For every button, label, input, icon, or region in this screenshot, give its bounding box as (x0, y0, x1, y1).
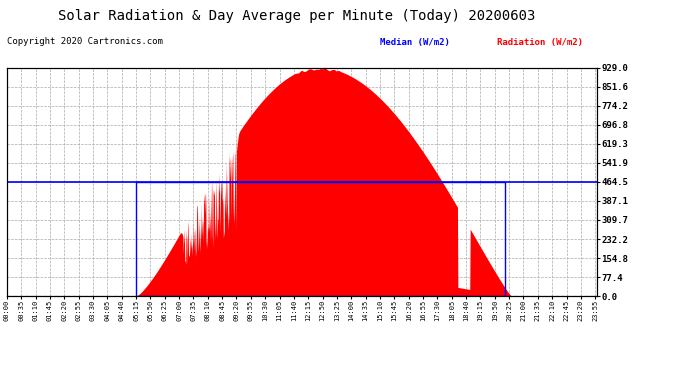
Text: Copyright 2020 Cartronics.com: Copyright 2020 Cartronics.com (7, 38, 163, 46)
Text: Radiation (W/m2): Radiation (W/m2) (497, 38, 583, 46)
Bar (136, 182, 505, 296)
Text: Solar Radiation & Day Average per Minute (Today) 20200603: Solar Radiation & Day Average per Minute… (58, 9, 535, 23)
Text: Median (W/m2): Median (W/m2) (380, 38, 449, 46)
